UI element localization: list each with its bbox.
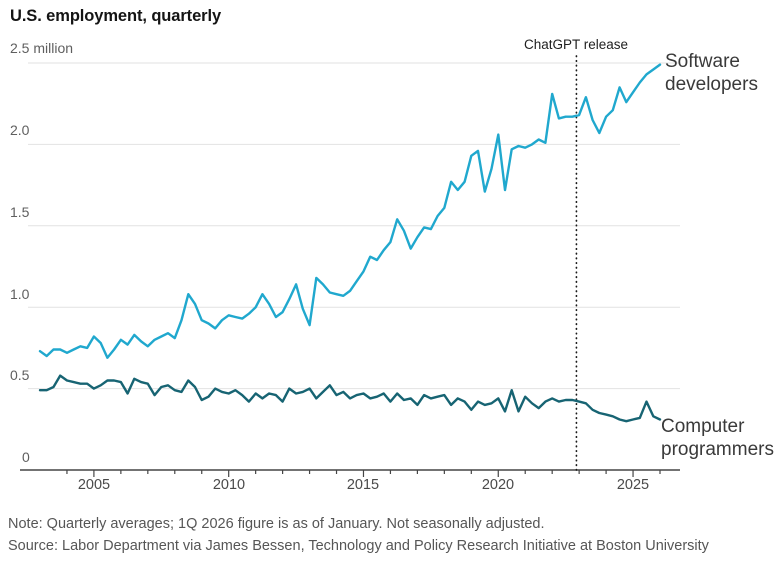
series-label-computer-programmers: Computer programmers <box>661 416 774 461</box>
x-axis-label-2015: 2015 <box>346 477 380 493</box>
x-axis-label-2010: 2010 <box>212 477 246 493</box>
y-axis-label-0-5: 0.5 <box>10 367 30 383</box>
y-axis-label-2-0: 2.0 <box>10 122 30 138</box>
x-axis-label-2025: 2025 <box>616 477 650 493</box>
x-axis-label-2005: 2005 <box>77 477 111 493</box>
chatgpt-release-annotation: ChatGPT release <box>523 37 629 52</box>
chart-source: Source: Labor Department via James Besse… <box>8 538 709 554</box>
x-axis-label-2020: 2020 <box>481 477 515 493</box>
chart-title: U.S. employment, quarterly <box>10 7 222 25</box>
y-axis-label-1-0: 1.0 <box>10 286 30 302</box>
y-axis-label-2-5: 2.5 million <box>10 40 74 56</box>
y-axis-label-1-5: 1.5 <box>10 204 30 220</box>
y-axis-label-0: 0 <box>22 449 30 465</box>
chart-note: Note: Quarterly averages; 1Q 2026 figure… <box>8 516 545 532</box>
series-label-software-developers: Software developers <box>665 51 758 96</box>
